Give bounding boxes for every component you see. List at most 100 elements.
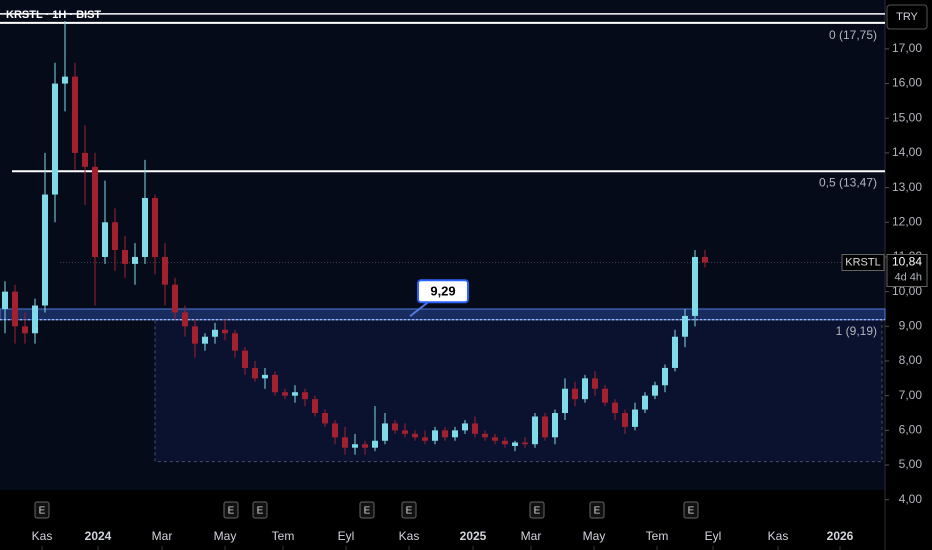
candle-body [142,198,148,257]
candle-body [372,440,378,448]
callout-label: 9,29 [430,284,455,299]
x-tick-label: May [583,529,606,543]
event-label: E [228,506,235,517]
candle-body [122,250,128,264]
candle-body [82,152,88,167]
candle-body [702,256,708,263]
y-tick-label: 16,00 [892,76,922,90]
candle-body [522,442,528,445]
candle-body [532,416,538,445]
candle-body [682,315,688,337]
x-tick-label: Kas [399,529,420,543]
candle-body [242,350,248,368]
candle-body [632,409,638,427]
candle-body [102,222,108,257]
currency-button[interactable] [886,4,928,30]
candle-body [292,392,298,396]
candle-body [612,402,618,414]
candle-body [352,444,358,448]
candle-body [172,284,178,313]
candle-body [332,423,338,438]
candle-body [252,367,258,379]
candle-body [502,440,508,445]
event-label: E [257,506,264,517]
candle-body [62,76,68,84]
candle-body [602,388,608,403]
candle-body [192,326,198,344]
candle-body [572,388,578,400]
candle-body [382,423,388,441]
callout-box [417,279,469,304]
x-tick-label: Mar [152,529,173,543]
event-label: E [594,506,601,517]
candle-body [322,413,328,424]
x-tick-label: 2025 [460,529,487,543]
candle-body [582,378,588,400]
event-label: E [406,506,413,517]
candle-body [272,374,278,393]
y-tick-label: 17,00 [892,41,922,55]
x-tick-label: May [214,529,237,543]
y-tick-label: 4,00 [899,492,923,506]
y-tick-label: 13,00 [892,180,922,194]
candle-body [542,416,548,438]
price-badge [886,254,928,288]
x-tick-label: Mar [521,529,542,543]
y-tick-label: 5,00 [899,457,923,471]
candle-body [72,76,78,153]
candle-body [512,442,518,446]
event-label: E [534,506,541,517]
candle-body [302,392,308,400]
event-marker [589,501,605,519]
level-label: 0 (17,75) [829,28,877,42]
y-tick-label: 7,00 [899,388,923,402]
candle-body [362,444,368,448]
candle-body [222,329,228,334]
candle-body [552,413,558,438]
y-tick-label: 8,00 [899,353,923,367]
candle-body [342,437,348,448]
candle-body [112,222,118,251]
symbol-badge [841,254,885,272]
x-tick-label: 2026 [827,529,854,543]
candle-body [692,256,698,316]
candle-body [662,367,668,386]
candle-body [182,312,188,327]
candle-body [592,378,598,389]
event-marker [529,501,545,519]
candle-body [392,423,398,431]
x-tick-label: Kas [32,529,53,543]
event-label: E [688,506,695,517]
candle-body [32,305,38,334]
event-label: E [39,506,46,517]
candle-body [652,385,658,396]
candle-body [202,336,208,344]
candle-body [672,336,678,368]
y-tick-label: 15,00 [892,110,922,124]
y-tick-label: 10,00 [892,284,922,298]
symbol-label: KRSTL [845,256,880,268]
candle-body [232,333,238,351]
price-label: 10,84 [892,255,922,269]
candle-body [2,291,8,309]
candle-body [452,430,458,438]
countdown-label: 4d 4h [894,271,922,283]
range-box [154,319,883,463]
candle-body [482,433,488,438]
candle-body [492,437,498,441]
event-marker [359,501,375,519]
callout-pointer [409,301,429,318]
candle-body [422,437,428,441]
y-tick-label: 6,00 [899,423,923,437]
candle-body [432,430,438,441]
candle-body [132,256,138,264]
x-tick-label: Tem [272,529,295,543]
candle-body [462,423,468,431]
candle-body [92,166,98,257]
event-marker [252,501,268,519]
candle-body [472,423,478,434]
y-tick-label: 12,00 [892,214,922,228]
currency-label[interactable]: TRY [896,11,918,23]
